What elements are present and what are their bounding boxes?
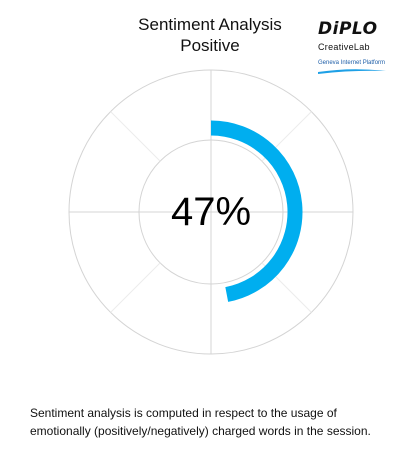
- logo-sub: CreativeLab: [318, 42, 370, 52]
- grid-diagonal-3: [110, 262, 161, 313]
- value-arc: [210, 120, 303, 302]
- value-label: 47%: [171, 190, 251, 234]
- logo-brand: DiPLO: [318, 19, 378, 39]
- grid-diagonal-4: [110, 111, 161, 162]
- chart-title: Sentiment Analysis: [138, 15, 282, 34]
- chart-title-block: Sentiment Analysis Positive: [110, 14, 310, 56]
- chart-subtitle: Positive: [180, 36, 240, 55]
- logo-swoosh-icon: [318, 69, 386, 74]
- logo-platform: Geneva Internet Platform: [318, 60, 386, 66]
- methodology-note: Sentiment analysis is computed in respec…: [30, 406, 371, 438]
- diplo-logo: DiPLO CreativeLab Geneva Internet Platfo…: [318, 20, 390, 80]
